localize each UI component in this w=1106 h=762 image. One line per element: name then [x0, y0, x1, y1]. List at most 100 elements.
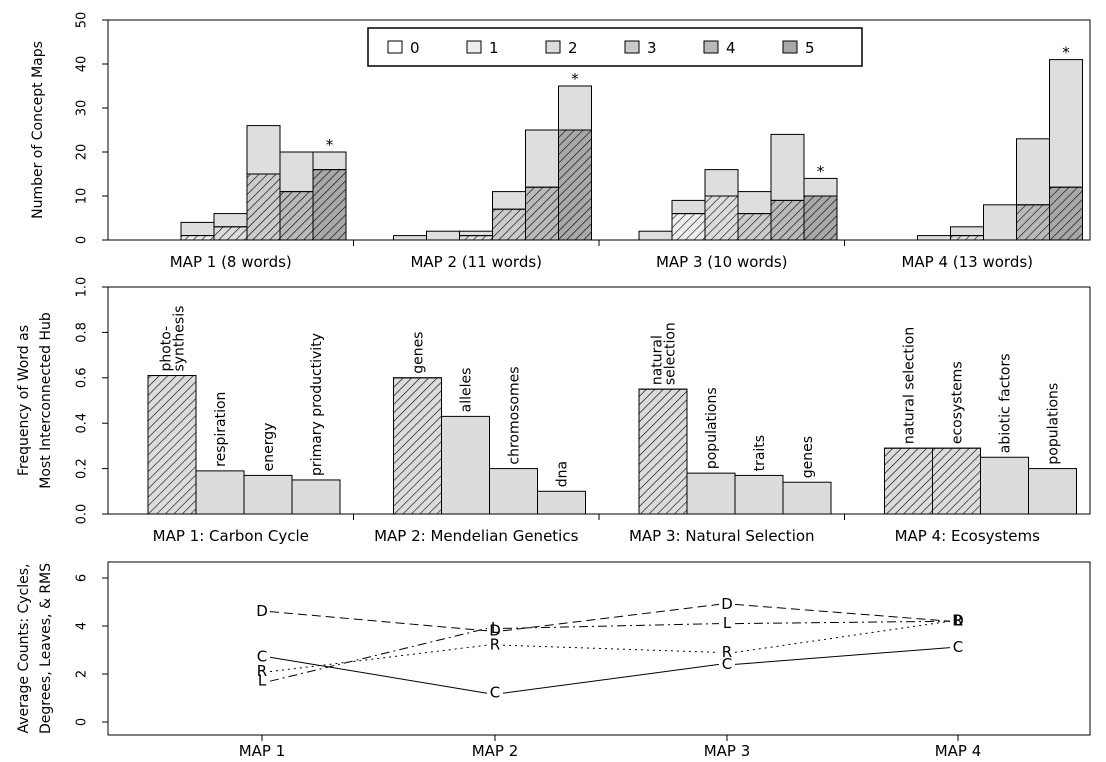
- bar-word-label: natural: [650, 335, 666, 385]
- plot-frame: [107, 561, 1091, 736]
- series-point-label: R: [257, 662, 267, 680]
- bar-hatched: [884, 447, 933, 515]
- bar-total: [426, 230, 460, 241]
- group-label: MAP 2 (11 words): [410, 253, 542, 271]
- group-label: MAP 3 (10 words): [656, 253, 788, 271]
- y-tick-label: 50: [75, 12, 90, 29]
- group-label: MAP 2: Mendelian Genetics: [374, 527, 578, 545]
- bar-hatched: [770, 199, 805, 241]
- bar: [1028, 468, 1077, 515]
- y-tick-label: 2: [75, 670, 90, 678]
- bar-word-label: ecosystems: [950, 361, 966, 444]
- series-line-segment: [269, 656, 488, 694]
- group-label: MAP 4: Ecosystems: [895, 527, 1041, 545]
- legend-box: [367, 27, 863, 67]
- bar-hatched: [246, 173, 281, 241]
- series-line-segment: [269, 644, 488, 673]
- series-line-segment: [269, 611, 488, 632]
- legend-swatch: [782, 40, 798, 54]
- bar-hatched: [1016, 204, 1050, 241]
- series-point-label: L: [723, 614, 732, 632]
- bar-hatched: [312, 169, 347, 241]
- series-point-label: R: [490, 636, 500, 654]
- y-tick-label: 0.8: [75, 322, 90, 343]
- group-label: MAP 1: Carbon Cycle: [153, 527, 309, 545]
- bar-hatched: [147, 375, 197, 515]
- bar-total: [917, 235, 951, 241]
- series-point-label: L: [954, 612, 963, 630]
- legend-entry: 0: [410, 39, 420, 57]
- bar-word-label: genes: [800, 436, 816, 478]
- bar-word-label: abiotic factors: [998, 353, 1014, 453]
- legend-swatch: [545, 40, 561, 54]
- bar-hatched: [459, 235, 493, 241]
- bar-hatched: [737, 213, 772, 241]
- star-annotation: *: [1062, 44, 1070, 62]
- series-point-label: R: [953, 612, 963, 630]
- bar-hatched: [932, 447, 981, 515]
- bar-word-label: traits: [752, 435, 768, 472]
- y-tick-label: 6: [75, 574, 90, 582]
- series-line-segment: [734, 620, 951, 625]
- bar-hatched: [803, 195, 838, 241]
- bar-word-label: respiration: [213, 392, 229, 467]
- bar: [441, 415, 490, 515]
- bar-hatched: [558, 129, 592, 241]
- y-tick-label: 0.2: [75, 458, 90, 479]
- legend-swatch: [703, 40, 719, 54]
- series-point-label: C: [953, 638, 963, 656]
- bar-word-label: synthesis: [172, 306, 188, 372]
- bar-hatched: [525, 186, 559, 241]
- bar-word-label: primary productivity: [309, 333, 325, 476]
- y-axis-label: Number of Concept Maps: [30, 41, 46, 219]
- bar-word-label: energy: [261, 423, 277, 472]
- bar: [291, 479, 341, 515]
- bar-word-label: populations: [1046, 383, 1062, 465]
- series-point-label: C: [722, 655, 732, 673]
- group-label: MAP 4 (13 words): [901, 253, 1033, 271]
- bar-total: [393, 235, 427, 241]
- star-annotation: *: [817, 162, 825, 180]
- x-tick-label: MAP 1: [239, 742, 286, 760]
- bar: [195, 470, 245, 515]
- bar: [537, 490, 586, 515]
- x-tick-label: MAP 4: [935, 742, 982, 760]
- bar: [243, 474, 293, 515]
- y-tick-label: 20: [75, 144, 90, 161]
- group-label: MAP 3: Natural Selection: [629, 527, 815, 545]
- series-line-segment: [269, 627, 488, 682]
- bar: [734, 474, 784, 515]
- bar-hatched: [1049, 186, 1083, 241]
- y-axis-label-line2: Degrees, Leaves, & RMS: [38, 563, 54, 734]
- star-annotation: *: [571, 70, 579, 88]
- series-line-segment: [502, 663, 720, 694]
- bar-hatched: [393, 377, 442, 515]
- bar-hatched: [180, 235, 215, 241]
- y-tick-label: 0.6: [75, 367, 90, 388]
- series-point-label: D: [952, 612, 964, 630]
- bar-word-label: natural selection: [902, 327, 918, 444]
- legend-entry: 5: [805, 39, 815, 57]
- bar-hatched: [704, 195, 739, 241]
- bar-total: [638, 230, 673, 241]
- legend-swatch: [466, 40, 482, 54]
- y-tick-label: 0.0: [75, 504, 90, 525]
- bar-hatched: [638, 388, 688, 515]
- bar-hatched: [279, 191, 314, 241]
- bar: [782, 481, 832, 515]
- legend-entry: 2: [568, 39, 578, 57]
- series-point-label: D: [489, 621, 501, 639]
- y-tick-label: 10: [75, 188, 90, 205]
- star-annotation: *: [326, 136, 334, 154]
- x-tick-label: MAP 2: [472, 742, 519, 760]
- bar-word-label: dna: [555, 461, 571, 487]
- legend-swatch: [387, 40, 403, 54]
- legend-entry: 1: [489, 39, 499, 57]
- y-axis-label-line1: Frequency of Word as: [16, 325, 32, 476]
- y-tick-label: 30: [75, 100, 90, 117]
- series-point-label: C: [257, 648, 267, 666]
- series-line-segment: [734, 647, 951, 665]
- series-point-label: L: [258, 672, 267, 690]
- bar-word-label: alleles: [459, 368, 475, 413]
